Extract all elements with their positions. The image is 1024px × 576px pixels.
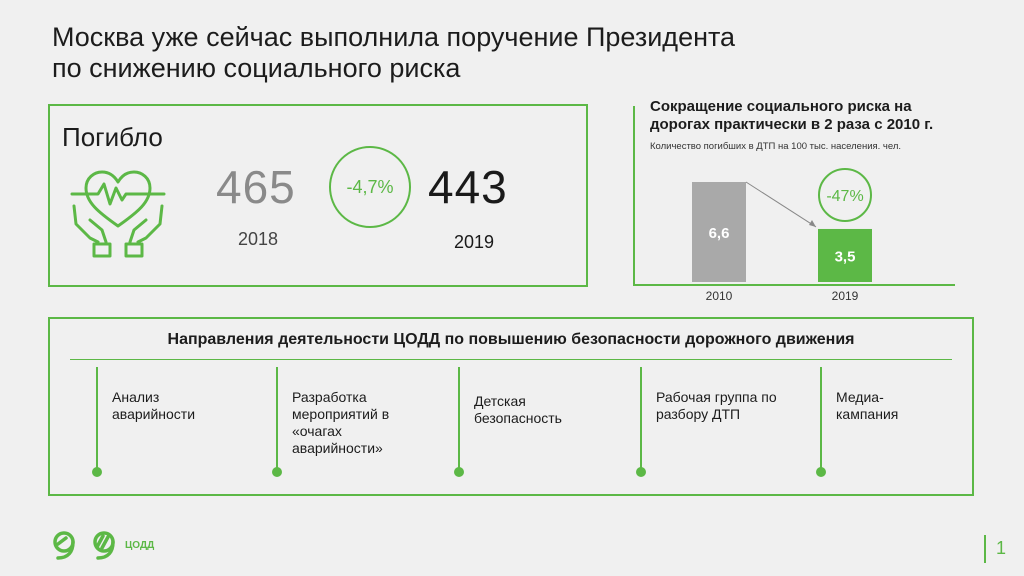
direction-stem	[820, 367, 822, 471]
deaths-2018-year: 2018	[238, 229, 279, 249]
directions-panel: Направления деятельности ЦОДД по повышен…	[48, 317, 974, 496]
direction-dot	[272, 467, 282, 477]
chart-frame	[633, 106, 955, 286]
chart-change-badge	[818, 168, 872, 222]
chart-category-label: 2019	[832, 289, 859, 303]
chart-trend-arrow	[745, 181, 817, 228]
deaths-2018-value: 465	[216, 161, 296, 213]
deaths-2019-value: 443	[428, 161, 508, 213]
codd-logo	[53, 531, 115, 560]
social-risk-chart: 6,6 2010 3,5 2019 -47%	[692, 168, 872, 303]
chart-arrow-head	[809, 219, 816, 227]
direction-dot	[636, 467, 646, 477]
page-title-line1: Москва уже сейчас выполнила поручение Пр…	[52, 22, 736, 52]
chart-bar-2019	[818, 228, 872, 282]
direction-stem	[276, 367, 278, 471]
direction-dot	[454, 467, 464, 477]
chart-change-label: -47%	[826, 188, 863, 205]
heart-hands-icon	[70, 170, 166, 258]
chart-bar-2010	[692, 182, 746, 282]
chart-title: Сокращение социального риска на дорогах …	[650, 98, 970, 134]
direction-dot	[92, 467, 102, 477]
direction-stem	[458, 367, 460, 471]
logo-text: ЦОДД	[125, 540, 155, 551]
direction-label: Разработка мероприятий в «очагах аварийн…	[292, 389, 390, 456]
chart-subtitle: Количество погибших в ДТП на 100 тыс. на…	[650, 141, 902, 152]
direction-label: Медиа-кампания	[836, 389, 899, 422]
deaths-2019-year: 2019	[454, 232, 495, 252]
directions-timeline	[70, 359, 952, 360]
page-number-divider	[984, 535, 986, 563]
direction-dot	[816, 467, 826, 477]
deaths-label: Погибло	[62, 122, 163, 152]
direction-label: Рабочая группа по разбору ДТП	[656, 389, 777, 422]
page-number: 1	[996, 538, 1007, 558]
direction-stem	[640, 367, 642, 471]
direction-label: Анализ аварийности	[112, 389, 196, 422]
direction-stem	[96, 367, 98, 471]
chart-value-label: 6,6	[709, 225, 730, 242]
chart-title-line1: Сокращение социального риска на	[650, 98, 912, 115]
page-title-line2: по снижению социального риска	[52, 53, 461, 83]
deaths-panel: Погибло 465 2018 -4,7% 443 2019	[48, 104, 588, 287]
chart-title-line2: дорогах практически в 2 раза с 2010 г.	[650, 116, 934, 133]
directions-title: Направления деятельности ЦОДД по повышен…	[167, 331, 855, 348]
deaths-change-label: -4,7%	[346, 176, 394, 197]
chart-value-label: 3,5	[835, 248, 856, 265]
direction-label: Детская безопасность	[474, 393, 562, 426]
deaths-change-badge: -4,7%	[329, 146, 411, 228]
chart-category-label: 2010	[706, 289, 733, 303]
page-title: Москва уже сейчас выполнила поручение Пр…	[52, 22, 852, 84]
